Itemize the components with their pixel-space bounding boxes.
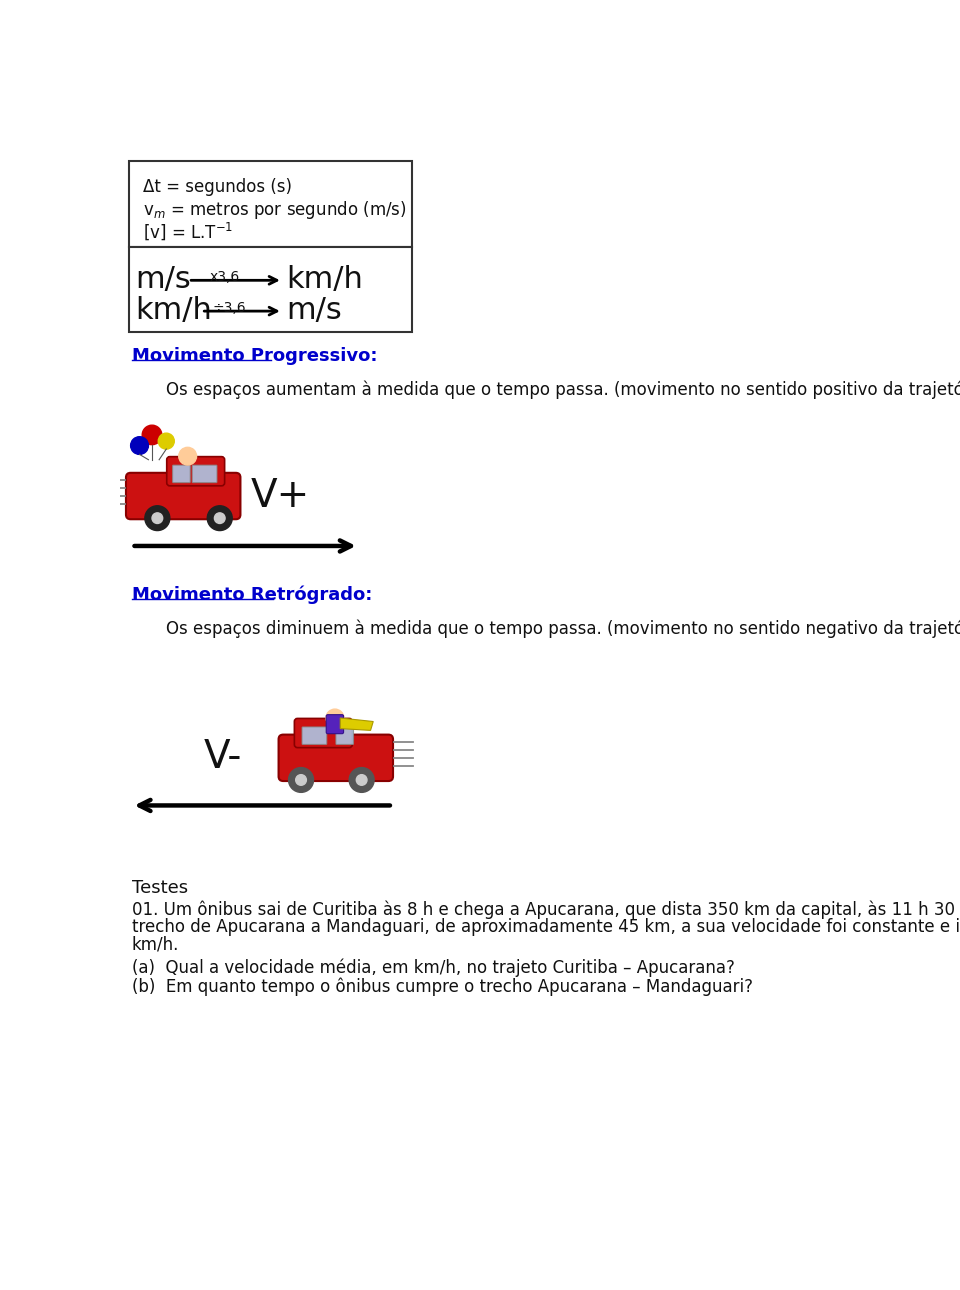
Circle shape <box>152 513 162 524</box>
Text: ÷3,6: ÷3,6 <box>213 301 247 315</box>
Text: V+: V+ <box>251 477 309 515</box>
FancyBboxPatch shape <box>173 466 190 482</box>
Text: km/h: km/h <box>287 264 364 294</box>
Text: v$_m$ = metros por segundo (m/s): v$_m$ = metros por segundo (m/s) <box>143 199 407 221</box>
Text: Movimento Retrógrado:: Movimento Retrógrado: <box>132 586 372 605</box>
Polygon shape <box>340 719 373 730</box>
Text: km/h: km/h <box>135 295 212 325</box>
Text: V-: V- <box>204 738 242 777</box>
Text: [v] = L.T$^{-1}$: [v] = L.T$^{-1}$ <box>143 221 233 243</box>
Circle shape <box>207 506 232 530</box>
FancyBboxPatch shape <box>192 466 217 482</box>
FancyBboxPatch shape <box>336 728 353 744</box>
FancyBboxPatch shape <box>295 719 352 748</box>
Text: Os espaços aumentam à medida que o tempo passa. (movimento no sentido positivo d: Os espaços aumentam à medida que o tempo… <box>166 381 960 399</box>
FancyBboxPatch shape <box>130 161 412 248</box>
Text: m/s: m/s <box>287 295 343 325</box>
Text: (a)  Qual a velocidade média, em km/h, no trajeto Curitiba – Apucarana?: (a) Qual a velocidade média, em km/h, no… <box>132 958 734 978</box>
Text: Δt = segundos (s): Δt = segundos (s) <box>143 178 292 196</box>
Text: trecho de Apucarana a Mandaguari, de aproximadamente 45 km, a sua velocidade foi: trecho de Apucarana a Mandaguari, de apr… <box>132 918 960 935</box>
FancyBboxPatch shape <box>326 715 344 734</box>
Text: Os espaços diminuem à medida que o tempo passa. (movimento no sentido negativo d: Os espaços diminuem à medida que o tempo… <box>166 619 960 637</box>
Text: m/s: m/s <box>135 264 191 294</box>
Circle shape <box>179 448 197 464</box>
Circle shape <box>349 768 374 792</box>
Circle shape <box>214 513 225 524</box>
Text: 01. Um ônibus sai de Curitiba às 8 h e chega a Apucarana, que dista 350 km da ca: 01. Um ônibus sai de Curitiba às 8 h e c… <box>132 900 960 918</box>
Text: x3,6: x3,6 <box>209 271 239 284</box>
FancyBboxPatch shape <box>278 734 393 780</box>
Circle shape <box>326 710 344 726</box>
Circle shape <box>142 426 162 445</box>
FancyBboxPatch shape <box>302 728 326 744</box>
Circle shape <box>356 775 367 786</box>
Circle shape <box>289 768 314 792</box>
Text: (b)  Em quanto tempo o ônibus cumpre o trecho Apucarana – Mandaguari?: (b) Em quanto tempo o ônibus cumpre o tr… <box>132 978 753 996</box>
Text: Testes: Testes <box>132 878 188 897</box>
FancyBboxPatch shape <box>167 457 225 486</box>
Circle shape <box>158 433 175 449</box>
FancyBboxPatch shape <box>126 473 240 520</box>
Circle shape <box>131 437 149 454</box>
Text: Movimento Progressivo:: Movimento Progressivo: <box>132 347 377 365</box>
Text: km/h.: km/h. <box>132 935 179 953</box>
Circle shape <box>296 775 306 786</box>
Circle shape <box>145 506 170 530</box>
FancyBboxPatch shape <box>130 248 412 332</box>
